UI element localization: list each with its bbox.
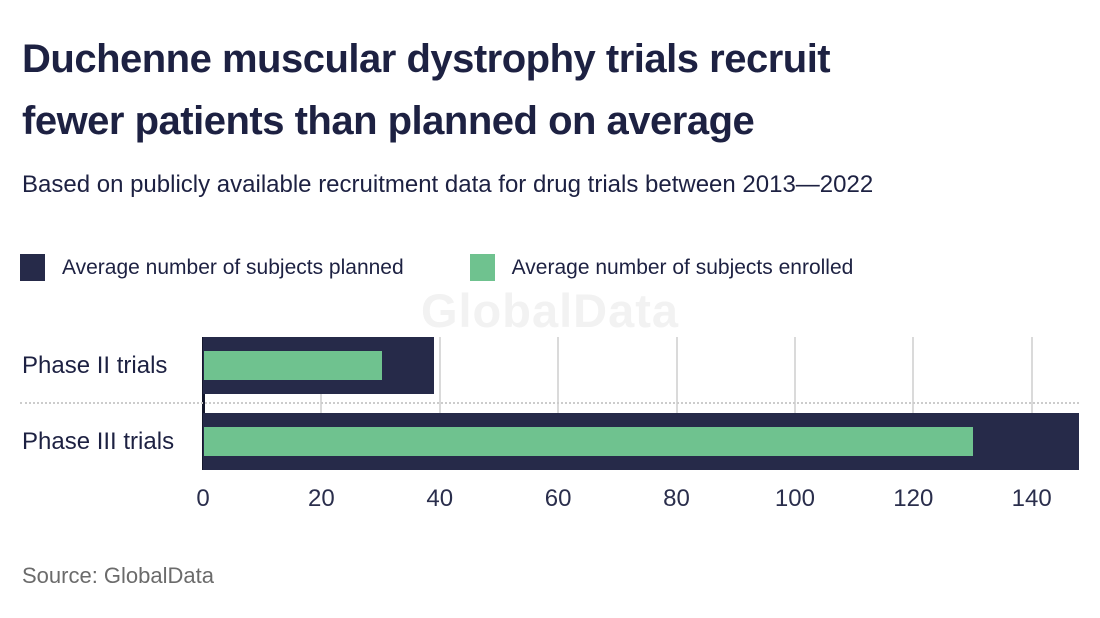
plot-area <box>202 337 1079 470</box>
x-tick-label: 20 <box>308 485 335 512</box>
chart-legend: Average number of subjects planned Avera… <box>20 254 853 281</box>
legend-label-enrolled: Average number of subjects enrolled <box>511 255 854 279</box>
x-tick-label: 100 <box>774 485 815 512</box>
x-tick-label: 80 <box>663 485 690 512</box>
x-tick-label: 120 <box>893 485 934 512</box>
enrolled-swatch-icon <box>469 254 495 281</box>
bar-enrolled <box>204 427 974 456</box>
source-note: Source: GlobalData <box>22 563 214 588</box>
title-line-1: Duchenne muscular dystrophy trials recru… <box>22 37 831 81</box>
legend-item-enrolled: Average number of subjects enrolled <box>469 254 854 281</box>
legend-label-planned: Average number of subjects planned <box>62 255 404 279</box>
category-label: Phase III trials <box>22 427 175 455</box>
x-tick-label: 140 <box>1011 485 1052 512</box>
x-tick-label: 40 <box>426 485 454 512</box>
planned-swatch-icon <box>20 254 45 281</box>
category-label: Phase II trials <box>22 351 168 379</box>
row-separator <box>20 402 1079 404</box>
globaldata-watermark: GlobalData <box>420 284 680 337</box>
page-title: Duchenne muscular dystrophy trials recru… <box>22 28 1072 152</box>
chart-subtitle: Based on publicly available recruitment … <box>22 171 874 198</box>
legend-item-planned: Average number of subjects planned <box>20 254 404 281</box>
x-tick-label: 0 <box>196 485 210 512</box>
title-line-2: fewer patients than planned on average <box>22 99 755 143</box>
x-tick-label: 60 <box>544 485 572 512</box>
bar-enrolled <box>204 351 382 380</box>
